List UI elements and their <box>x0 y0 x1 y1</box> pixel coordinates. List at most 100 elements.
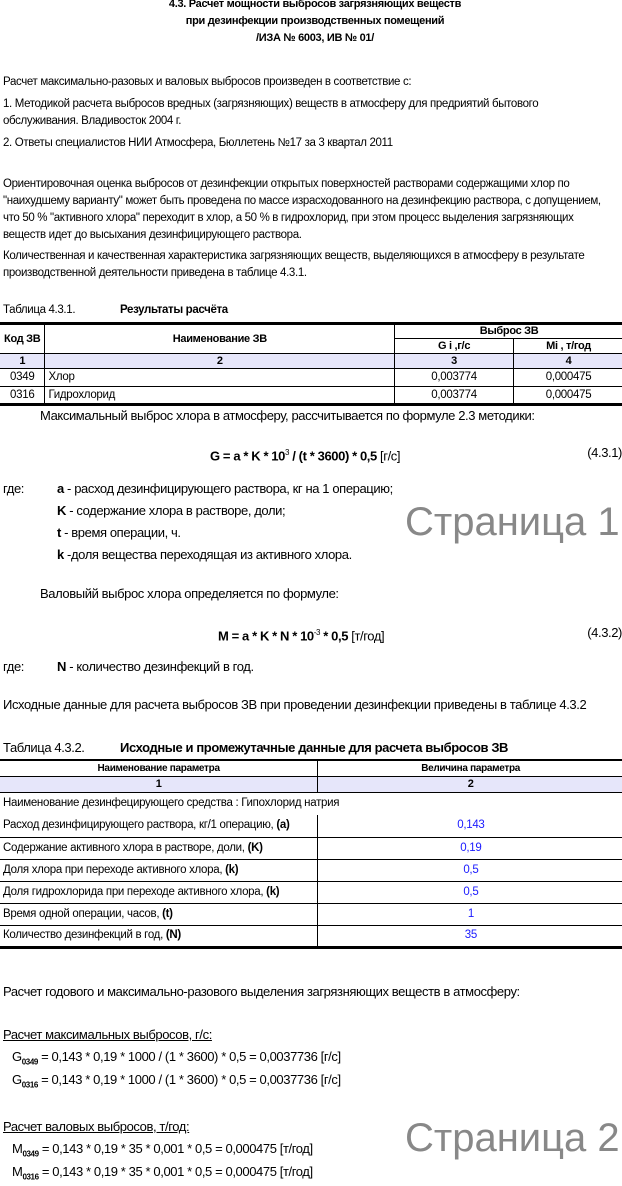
max-calc-row: G0316 = 0,143 * 0,19 * 1000 / (1 * 3600)… <box>12 1072 341 1094</box>
param-label: Доля гидрохлорида при переходе активного… <box>0 880 319 904</box>
table-row: Доля хлора при переходе активного хлора,… <box>0 858 622 882</box>
agent-row: Наименование дезинфецирующего средства :… <box>0 791 622 815</box>
symbol: t <box>57 525 61 540</box>
cell-code: 0316 <box>0 386 46 405</box>
reference-1-line-1: 1. Методикой расчета выбросов вредных (з… <box>3 98 539 110</box>
label-text: Доля хлора при переходе активного хлора, <box>3 863 226 876</box>
table1-caption: Таблица 4.3.1. <box>3 304 76 316</box>
label-text: Расход дезинфицирующего раствора, кг/1 о… <box>3 819 277 832</box>
formula-m-main: M = a * K * N * 10 <box>218 628 314 644</box>
label-symbol: (k) <box>225 863 239 876</box>
gross-calc-heading: Расчет валовых выбросов, т/год: <box>3 1119 190 1134</box>
formula-m-exp: -3 <box>313 628 321 637</box>
formula-g-exp: 3 <box>284 448 290 457</box>
calc-intro: Расчет годового и максимально-разового в… <box>3 984 520 999</box>
param-value: 0,5 <box>317 858 622 882</box>
max-calc-heading: Расчет максимальных выбросов, г/с: <box>3 1027 212 1042</box>
cell-g: 0,003774 <box>394 368 515 387</box>
symbol: M <box>12 1141 23 1156</box>
gross-calc-row: M0349 = 0,143 * 0,19 * 35 * 0,001 * 0,5 … <box>12 1141 313 1163</box>
table2-title: Исходные и промежутачные данные для расч… <box>120 740 509 755</box>
param-value: 0,5 <box>317 880 622 904</box>
title-line-1: 4.3. Расчет мощности выбросов загрязняющ… <box>168 0 462 10</box>
symbol: K <box>57 503 66 518</box>
param-label: Расход дезинфицирующего раствора, кг/1 о… <box>0 815 319 838</box>
formula-g-unit: [г/с] <box>376 448 401 464</box>
page-watermark-1: Страница 1 <box>405 500 620 544</box>
definition-text: - расход дезинфицирующего раствора, кг н… <box>63 481 393 496</box>
table-row: Доля гидрохлорида при переходе активного… <box>0 880 622 904</box>
table-row: Время одной операции, часов, (t) 1 <box>0 902 622 926</box>
formula-g: G = a * K * 103 / (t * 3600) * 0,5 [г/с] <box>210 445 401 464</box>
definition-K: K - содержание хлора в растворе, доли; <box>57 503 286 519</box>
cell-name: Хлор <box>44 368 396 387</box>
label-text: Количество дезинфекций в год, <box>3 929 166 941</box>
substance-code: 0349 <box>21 1057 39 1067</box>
intro-lead: Расчет максимально-разовых и валовых выб… <box>3 76 412 88</box>
symbol: N <box>57 659 66 674</box>
header-name: Наименование ЗВ <box>44 323 396 354</box>
table1-title: Результаты расчёта <box>120 304 228 316</box>
gross-emission-intro: Валовыйй выброс хлора определяется по фо… <box>40 586 339 601</box>
table-row: 0316 Гидрохлорид 0,003774 0,000475 <box>0 386 622 405</box>
expression: = 0,143 * 0,19 * 1000 / (1 * 3600) * 0,5… <box>37 1049 341 1064</box>
where-label: где: <box>3 659 24 674</box>
paragraph-line: Количественная и качественная характерис… <box>3 250 585 262</box>
substance-code: 0316 <box>21 1080 39 1090</box>
symbol: M <box>12 1164 23 1179</box>
col-number: 4 <box>513 353 622 369</box>
expression: = 0,143 * 0,19 * 1000 / (1 * 3600) * 0,5… <box>37 1072 341 1087</box>
max-calc-row: G0349 = 0,143 * 0,19 * 1000 / (1 * 3600)… <box>12 1049 341 1071</box>
param-value: 35 <box>317 924 622 948</box>
param-label: Время одной операции, часов, (t) <box>0 902 319 926</box>
substance-code: 0316 <box>22 1172 39 1182</box>
formula-m-unit: [т/год] <box>348 628 385 644</box>
gross-calc-row: M0316 = 0,143 * 0,19 * 35 * 0,001 * 0,5 … <box>12 1164 313 1186</box>
table-row: Количество дезинфекций в год, (N) 35 <box>0 924 622 948</box>
formula-m-number: (4.3.2) <box>587 625 622 640</box>
substance-code: 0349 <box>22 1149 39 1159</box>
formula-m: M = a * K * N * 10-3 * 0,5 [т/год] <box>218 625 385 644</box>
cell-name: Гидрохлорид <box>44 386 396 405</box>
paragraph-line: производственной деятельности приведена … <box>3 267 307 279</box>
header-emission: Выброс ЗВ <box>394 323 622 339</box>
input-data-table: Наименование параметра Величина параметр… <box>0 759 622 949</box>
header-value: Величина параметра <box>317 759 622 777</box>
reference-1-line-2: обслуживания. Владивосток 2004 г. <box>3 115 182 127</box>
col-number: 3 <box>394 353 515 369</box>
definition-a: a - расход дезинфицирующего раствора, кг… <box>57 481 393 497</box>
definition-k: k -доля вещества переходящая из активног… <box>57 547 352 563</box>
formula-g-number: (4.3.1) <box>587 445 622 460</box>
where-label: где: <box>3 481 24 496</box>
paragraph-line: "наихудшему варианту" может быть проведе… <box>3 195 601 207</box>
label-symbol: (K) <box>247 841 263 854</box>
formula-g-rest: / (t * 3600) * 0,5 <box>289 448 377 464</box>
page-watermark-2: Страница 2 <box>405 1116 620 1160</box>
header-code: Код ЗВ <box>0 323 46 354</box>
symbol: G <box>12 1072 22 1087</box>
title-line-2: при дезинфекции производственных помещен… <box>185 15 445 27</box>
definition-text: -доля вещества переходящая из активного … <box>63 547 352 562</box>
label-symbol: (N) <box>165 929 181 941</box>
title-line-3: /ИЗА № 6003, ИВ № 01/ <box>256 32 374 44</box>
table2-caption: Таблица 4.3.2. <box>3 740 85 755</box>
symbol: k <box>57 547 64 562</box>
expression: = 0,143 * 0,19 * 35 * 0,001 * 0,5 = 0,00… <box>38 1141 313 1156</box>
header-g: G i ,г/с <box>394 338 515 354</box>
label-symbol: (t) <box>162 907 173 920</box>
label-text: Время одной операции, часов, <box>3 907 163 920</box>
reference-2: 2. Ответы специалистов НИИ Атмосфера, Бю… <box>3 137 393 149</box>
header-parameter: Наименование параметра <box>0 759 319 777</box>
formula-m-rest: * 0,5 <box>320 628 349 644</box>
definition-N: N - количество дезинфекций в год. <box>57 659 254 675</box>
param-label: Доля хлора при переходе активного хлора,… <box>0 858 319 882</box>
max-emission-intro: Максимальный выброс хлора в атмосферу, р… <box>40 408 535 423</box>
paragraph-line: что 50 % "активного хлора" переходит в х… <box>3 212 574 224</box>
paragraph-line: веществ идет до высыхания дезинфицирующе… <box>3 229 302 241</box>
table-row: Содержание активного хлора в растворе, д… <box>0 836 622 860</box>
expression: = 0,143 * 0,19 * 35 * 0,001 * 0,5 = 0,00… <box>38 1164 313 1179</box>
definition-t: t - время операции, ч. <box>57 525 181 541</box>
header-m: Mi , т/год <box>513 338 622 354</box>
cell-m: 0,000475 <box>513 368 622 387</box>
label-symbol: (k) <box>266 885 280 898</box>
